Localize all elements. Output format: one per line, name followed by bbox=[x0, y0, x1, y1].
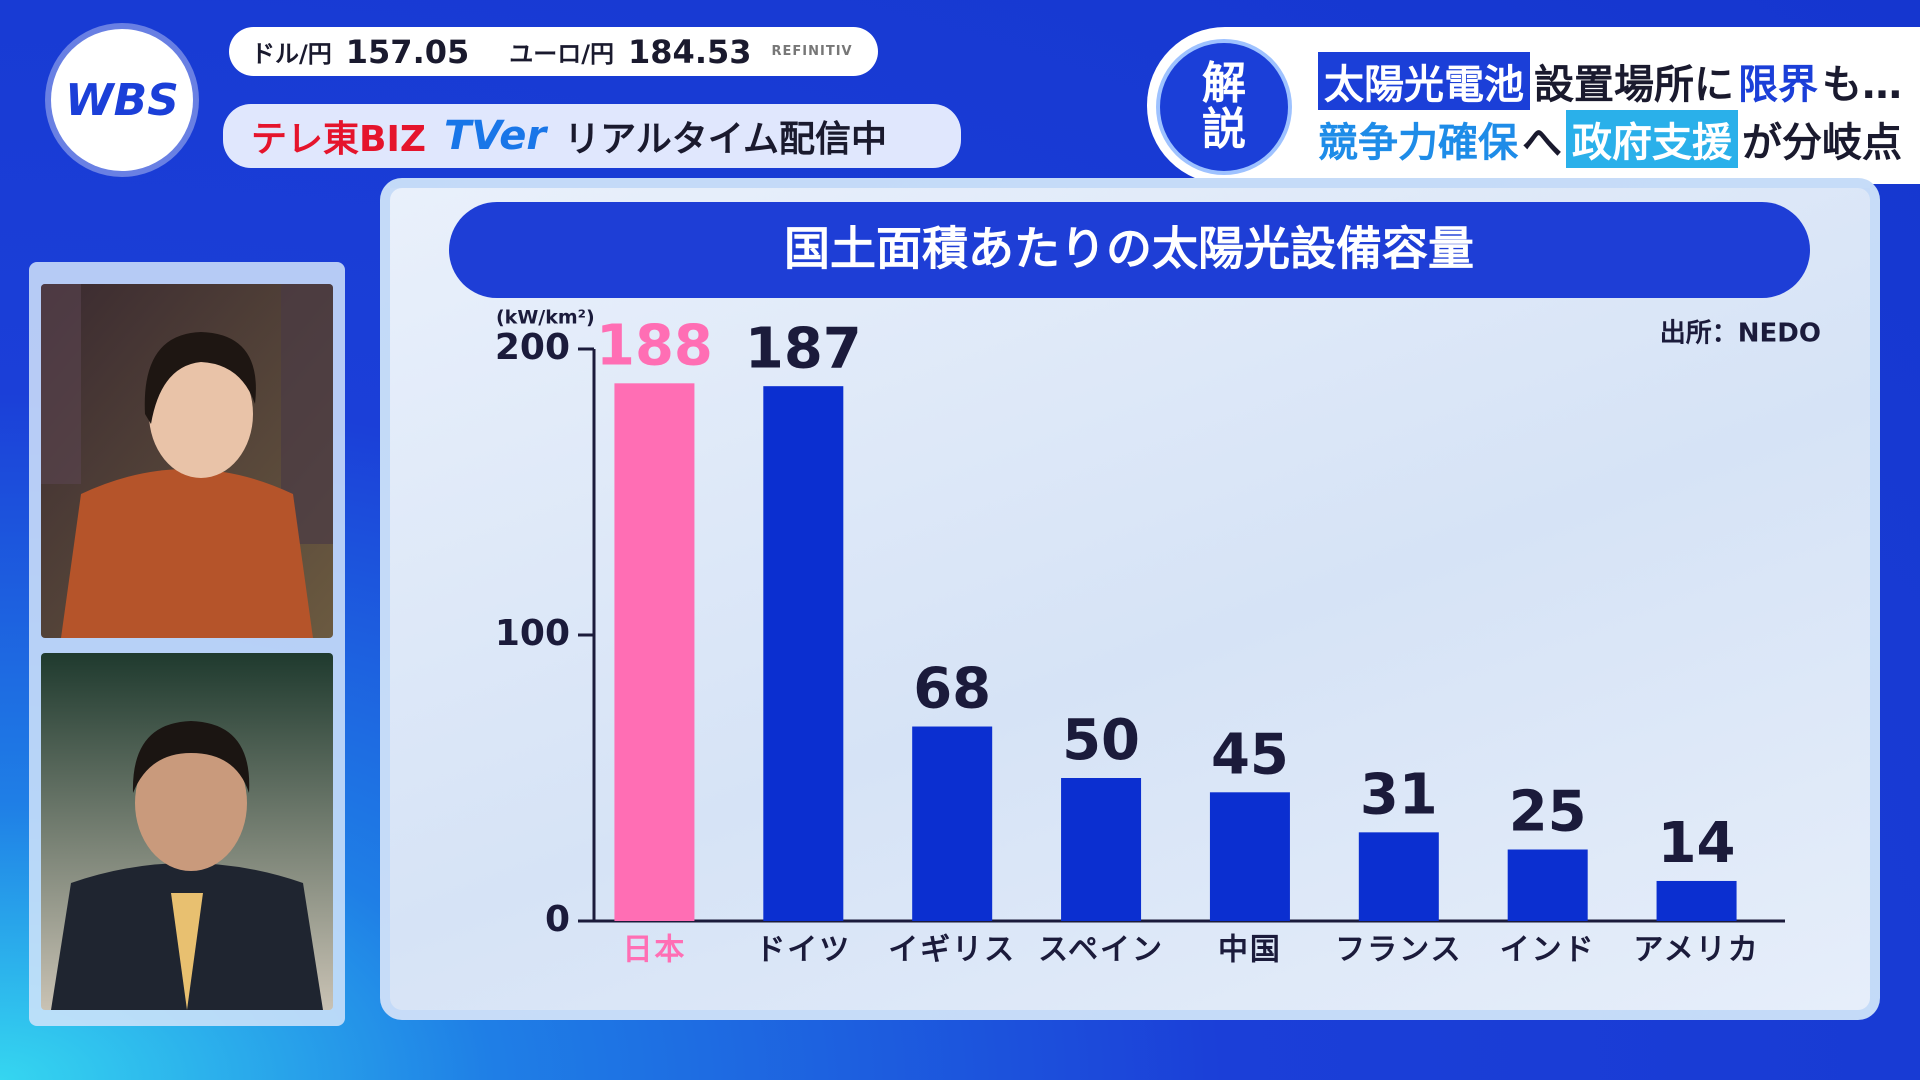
headline-part: 太陽光電池 bbox=[1318, 52, 1530, 110]
chart-title: 国土面積あたりの太陽光設備容量 bbox=[784, 222, 1474, 276]
ticker-value: 157.05 bbox=[345, 32, 470, 71]
headline-part: 政府支援 bbox=[1566, 110, 1738, 168]
bar bbox=[763, 386, 844, 921]
ticker-source: REFINITIV bbox=[771, 44, 853, 59]
x-tick-label: 中国 bbox=[1218, 933, 1282, 968]
live-banner: テレ東BIZ TVer リアルタイム配信中 bbox=[223, 104, 961, 168]
x-tick-label: ドイツ bbox=[755, 933, 851, 968]
camera-feed bbox=[41, 284, 333, 638]
headline-line: 競争力確保 へ 政府支援 が分岐点 bbox=[1318, 110, 1902, 168]
bar bbox=[1656, 880, 1737, 921]
bar bbox=[1358, 832, 1439, 921]
headline-part: も… bbox=[1822, 62, 1902, 108]
value-label: 68 bbox=[913, 657, 991, 722]
headline-part: 競争力確保 bbox=[1318, 120, 1518, 166]
headline-part: 限界 bbox=[1738, 62, 1818, 108]
source: 出所：NEDO bbox=[1660, 319, 1821, 349]
value-label: 188 bbox=[596, 313, 713, 378]
bar bbox=[614, 383, 695, 921]
headline-line: 太陽光電池 設置場所に 限界 も… bbox=[1318, 52, 1902, 110]
service: TVer bbox=[443, 113, 547, 159]
camera-feed bbox=[41, 653, 333, 1010]
channel: テレ東BIZ bbox=[251, 119, 426, 160]
headline-part: へ bbox=[1522, 120, 1562, 166]
x-tick-label: スペイン bbox=[1038, 933, 1164, 968]
ticker-label: ドル/円 bbox=[251, 40, 332, 68]
bar bbox=[912, 726, 993, 921]
ticker: ドル/円 157.05 ユーロ/円 184.53 REFINITIV bbox=[229, 27, 878, 76]
title-bar bbox=[449, 202, 1810, 298]
headline-part: が分岐点 bbox=[1742, 120, 1902, 166]
live-text: リアルタイム配信中 bbox=[564, 119, 888, 160]
value-label: 31 bbox=[1360, 762, 1438, 827]
camera-image bbox=[41, 284, 333, 638]
x-tick-label: フランス bbox=[1335, 933, 1462, 968]
value-label: 25 bbox=[1509, 780, 1587, 845]
bar bbox=[1061, 778, 1142, 921]
value-label: 45 bbox=[1211, 722, 1289, 787]
bar bbox=[1507, 849, 1588, 921]
ticker-label: ユーロ/円 bbox=[509, 40, 615, 68]
tag-char: 説 bbox=[1202, 104, 1246, 155]
y-axis-label: (kW/km²) bbox=[496, 307, 595, 329]
ticker-value: 184.53 bbox=[628, 32, 752, 71]
y-tick-label: 100 bbox=[495, 613, 570, 654]
y-tick-label: 0 bbox=[545, 899, 570, 940]
bar bbox=[1209, 792, 1290, 921]
value-label: 14 bbox=[1658, 811, 1736, 876]
value-label: 50 bbox=[1062, 708, 1140, 773]
x-tick-label: インド bbox=[1500, 933, 1596, 968]
x-tick-label: 日本 bbox=[622, 933, 686, 968]
y-tick-label: 200 bbox=[495, 327, 570, 368]
x-tick-label: イギリス bbox=[888, 933, 1016, 968]
value-label: 187 bbox=[745, 316, 862, 381]
tag-char: 解 bbox=[1202, 57, 1246, 109]
camera-image bbox=[41, 653, 333, 1010]
headline-part: 設置場所に bbox=[1534, 62, 1734, 108]
headline-tag: 解 説 bbox=[1160, 43, 1288, 171]
logo: WBS bbox=[51, 29, 193, 171]
x-tick-label: アメリカ bbox=[1633, 933, 1760, 968]
